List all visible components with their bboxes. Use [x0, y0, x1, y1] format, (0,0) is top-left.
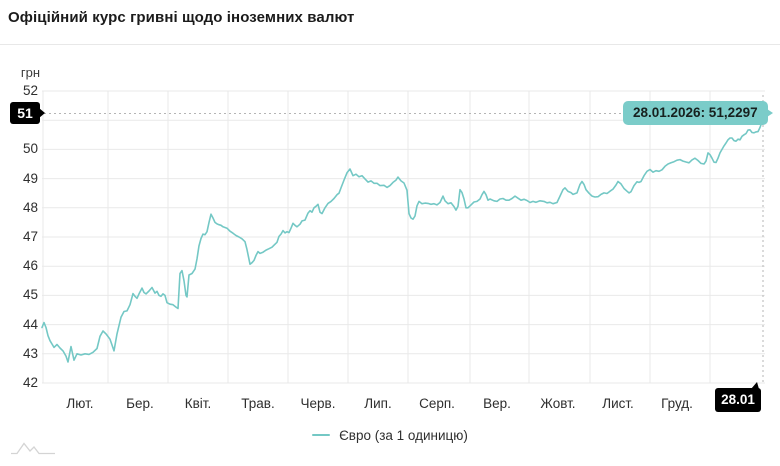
y-axis-tick-label: 50: [22, 141, 38, 157]
y-axis-tick-label: 45: [22, 287, 38, 303]
x-axis-tick-label: Трав.: [241, 396, 275, 411]
x-axis-tick-label: Лист.: [602, 396, 634, 411]
x-axis-tick-label: Серп.: [419, 396, 455, 411]
x-axis-tick-label: Лип.: [364, 396, 392, 411]
y-axis-tick-label: 42: [22, 375, 38, 390]
x-axis-tick-label: Лют.: [66, 396, 94, 411]
legend-line-marker-icon: [312, 433, 331, 437]
x-axis-current-date-badge: 28.01: [715, 382, 761, 412]
watermark-mountains-icon: [11, 442, 55, 455]
y-axis-current-value-badge: 51: [10, 102, 45, 124]
y-axis-tick-label: 49: [22, 170, 38, 186]
legend-label: Євро (за 1 одиницю): [339, 427, 468, 443]
legend-item[interactable]: Євро (за 1 одиницю): [0, 426, 780, 444]
title-divider: [0, 44, 780, 45]
x-axis-tick-label: Квіт.: [184, 396, 212, 411]
y-axis-unit-label: грн: [20, 65, 40, 80]
y-axis-tick-label: 52: [22, 83, 38, 98]
x-axis-tick-label: Жовт.: [540, 396, 576, 411]
x-axis-tick-label: Вер.: [483, 396, 511, 411]
y-axis-tick-label: 43: [22, 345, 38, 361]
x-axis-tick-label: Бер.: [126, 396, 154, 411]
tooltip: 28.01.2026: 51,2297: [623, 101, 773, 125]
x-axis-tick-label: Груд.: [661, 396, 693, 411]
y-axis-tick-label: 48: [22, 199, 38, 215]
y-axis-tick-label: 47: [22, 229, 38, 244]
price-line[interactable]: [41, 112, 764, 363]
page-title: Офіційний курс гривні щодо іноземних вал…: [8, 9, 355, 26]
y-axis-tick-label: 46: [22, 258, 38, 274]
y-axis-tick-label: 44: [22, 316, 38, 332]
x-axis-tick-label: Черв.: [300, 396, 336, 411]
